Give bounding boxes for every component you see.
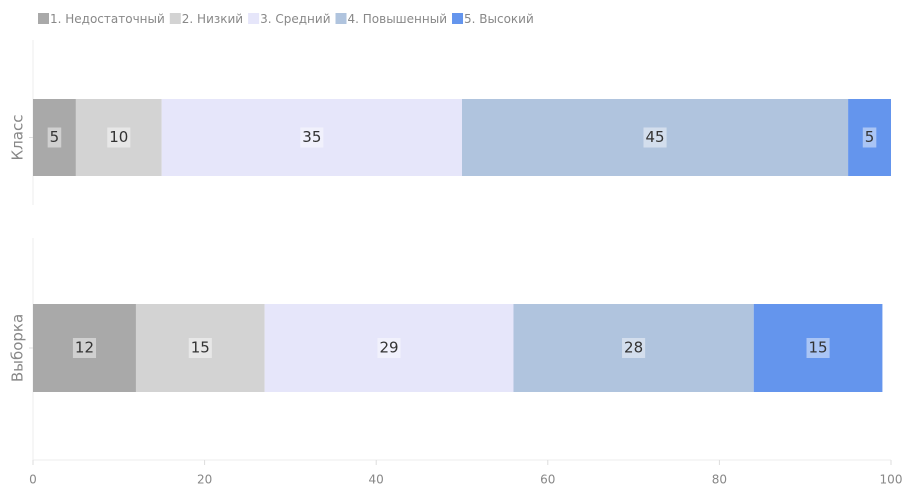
- x-tick-label: 80: [712, 473, 727, 487]
- data-label: 15: [806, 338, 830, 358]
- data-label-text: 10: [109, 128, 128, 146]
- bar-segment: [513, 304, 754, 392]
- bar-segment: [161, 99, 462, 176]
- data-label-bg: [806, 338, 830, 358]
- category-label: Класс: [9, 115, 27, 161]
- legend-swatch: [169, 13, 181, 24]
- legend-label: 2. Низкий: [182, 12, 243, 26]
- x-tick-label: 20: [197, 473, 212, 487]
- data-label-text: 15: [809, 339, 828, 357]
- legend-label: 3. Средний: [260, 12, 330, 26]
- data-label-bg: [643, 127, 667, 148]
- data-label: 10: [107, 127, 131, 148]
- bar-segment: [848, 99, 891, 176]
- bar-segment: [753, 304, 883, 392]
- legend-label: 4. Повышенный: [348, 12, 448, 26]
- bar-segment: [33, 304, 136, 392]
- data-label-bg: [188, 338, 212, 358]
- data-label-text: 29: [380, 339, 399, 357]
- bar-segment: [264, 304, 514, 392]
- x-tick-label: 100: [880, 473, 903, 487]
- data-label-bg: [377, 338, 401, 358]
- data-label-bg: [862, 127, 877, 148]
- data-label-text: 45: [646, 128, 665, 146]
- data-label: 5: [47, 127, 62, 148]
- bar-segment: [75, 99, 162, 176]
- data-label-bg: [622, 338, 646, 358]
- data-label-text: 12: [75, 339, 94, 357]
- bar-segment: [33, 99, 76, 176]
- legend-label: 5. Высокий: [464, 12, 534, 26]
- data-label-text: 28: [624, 339, 643, 357]
- data-label: 45: [643, 127, 667, 148]
- data-label-bg: [47, 127, 62, 148]
- legend-label: 1. Недостаточный: [50, 12, 165, 26]
- legend-swatch: [38, 13, 49, 24]
- bar-segment: [462, 99, 849, 176]
- data-label-bg: [107, 127, 131, 148]
- data-label-bg: [300, 127, 324, 148]
- data-label-text: 15: [191, 339, 210, 357]
- data-label: 28: [622, 338, 646, 358]
- data-label-bg: [72, 338, 97, 358]
- data-label-text: 5: [50, 128, 60, 146]
- x-tick-label: 0: [29, 473, 37, 487]
- data-label: 15: [188, 338, 212, 358]
- legend-swatch: [335, 13, 347, 24]
- x-tick-label: 40: [369, 473, 384, 487]
- bar-segment: [135, 304, 265, 392]
- data-label: 35: [300, 127, 324, 148]
- legend-swatch: [452, 13, 464, 24]
- x-tick-label: 60: [540, 473, 555, 487]
- data-label-text: 5: [865, 128, 875, 146]
- data-label: 29: [377, 338, 401, 358]
- data-label: 5: [862, 127, 877, 148]
- legend-swatch: [248, 13, 260, 24]
- data-label: 12: [72, 338, 97, 358]
- data-label-text: 35: [302, 128, 321, 146]
- category-label: Выборка: [9, 314, 27, 382]
